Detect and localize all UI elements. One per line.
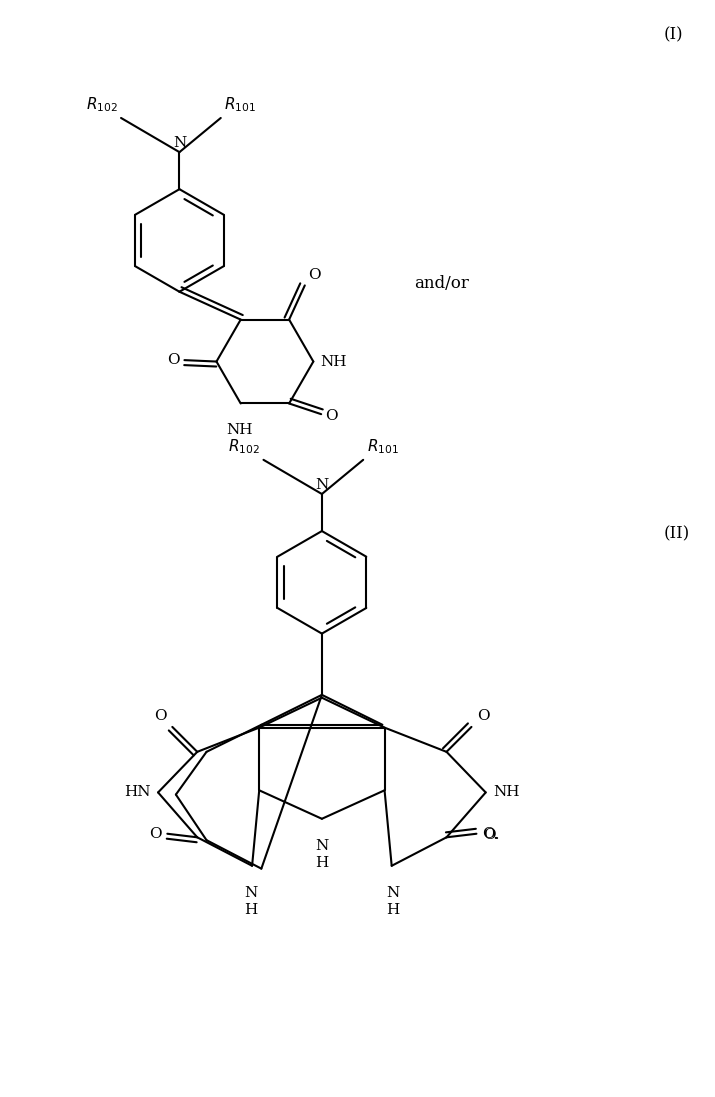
Text: O: O — [308, 268, 321, 282]
Text: $R_{102}$: $R_{102}$ — [228, 438, 260, 456]
Text: O: O — [482, 827, 495, 840]
Text: H: H — [387, 903, 400, 917]
Text: (I): (I) — [664, 26, 684, 44]
Text: N: N — [387, 885, 400, 900]
Text: $R_{101}$: $R_{101}$ — [367, 438, 399, 456]
Text: NH: NH — [320, 354, 347, 369]
Text: O.: O. — [483, 828, 499, 842]
Text: $R_{102}$: $R_{102}$ — [86, 95, 117, 114]
Text: O: O — [167, 353, 179, 367]
Text: NH: NH — [226, 423, 252, 438]
Text: .: . — [492, 825, 498, 842]
Text: O: O — [477, 710, 490, 723]
Text: N: N — [315, 478, 328, 491]
Text: NH: NH — [493, 785, 519, 800]
Text: N: N — [173, 136, 186, 150]
Text: H: H — [315, 856, 328, 870]
Text: N: N — [315, 839, 328, 852]
Text: N: N — [244, 885, 257, 900]
Text: $R_{101}$: $R_{101}$ — [225, 95, 256, 114]
Text: O: O — [149, 827, 162, 840]
Text: H: H — [244, 903, 257, 917]
Text: O: O — [325, 408, 338, 422]
Text: HN: HN — [124, 785, 151, 800]
Text: and/or: and/or — [415, 274, 469, 292]
Text: O: O — [154, 710, 167, 723]
Text: (II): (II) — [664, 525, 690, 542]
